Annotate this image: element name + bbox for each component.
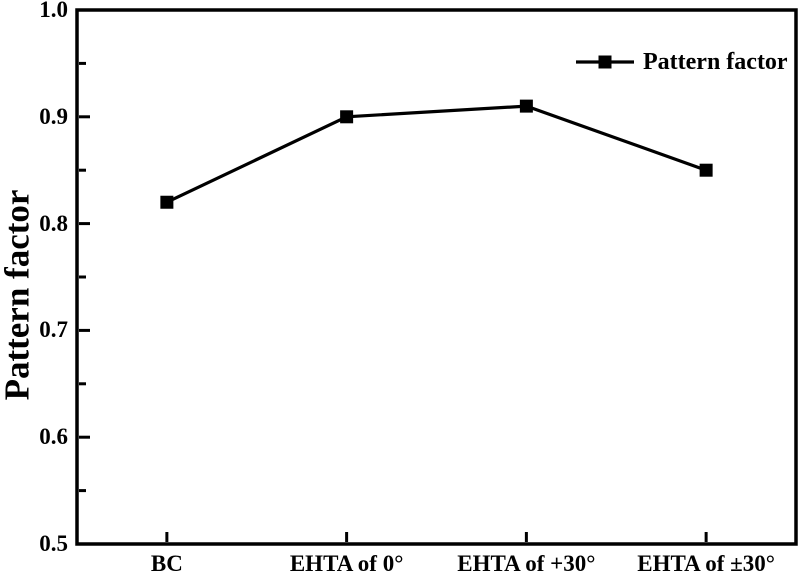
legend-label: Pattern factor: [643, 49, 788, 75]
y-tick-label-1-0: 1.0: [39, 0, 68, 23]
y-tick-label-0-5: 0.5: [39, 531, 68, 557]
x-tick-label-bc: BC: [150, 551, 183, 574]
x-tick-label-ehta-plus-30: EHTA of +30°: [457, 551, 596, 574]
x-tick-label-ehta-pm-30: EHTA of ±30°: [637, 551, 775, 574]
y-tick-label-0-9: 0.9: [39, 103, 68, 129]
y-tick-label-0-8: 0.8: [39, 210, 68, 236]
x-tick-label-ehta-0: EHTA of 0°: [289, 551, 404, 574]
y-tick-label-0-6: 0.6: [39, 424, 68, 450]
legend-line-square-marker-icon: [576, 55, 634, 69]
y-tick-label-0-7: 0.7: [39, 317, 68, 343]
legend: Pattern factor: [576, 50, 788, 74]
